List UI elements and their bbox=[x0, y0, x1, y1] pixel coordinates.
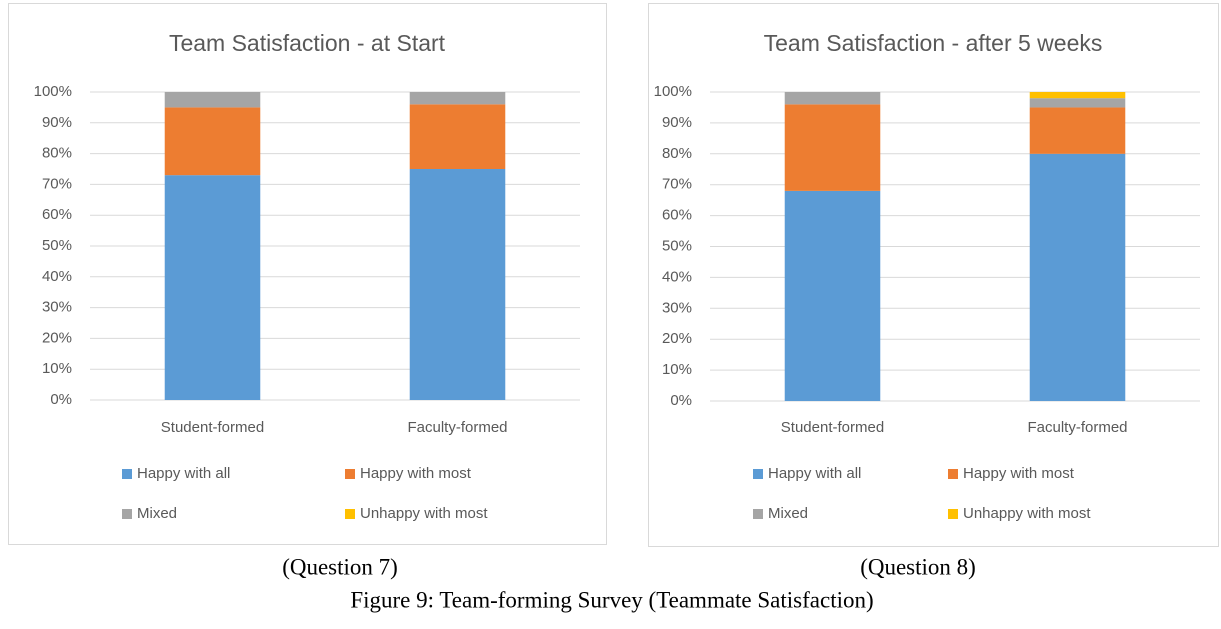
y-tick-label: 70% bbox=[662, 176, 692, 193]
bar-segment bbox=[784, 104, 881, 191]
x-tick-label: Student-formed bbox=[781, 419, 884, 436]
legend-label: Happy with most bbox=[360, 465, 472, 482]
y-tick-label: 90% bbox=[662, 114, 692, 131]
chart-frame bbox=[648, 3, 1219, 547]
legend-swatch bbox=[122, 509, 132, 519]
caption: (Question 7) bbox=[282, 554, 398, 579]
legend-label: Happy with all bbox=[137, 465, 230, 482]
y-tick-label: 60% bbox=[662, 207, 692, 224]
y-tick-label: 80% bbox=[42, 145, 72, 162]
bar-segment bbox=[164, 175, 261, 400]
bar-segment bbox=[409, 92, 506, 105]
bar-segment bbox=[784, 92, 881, 105]
legend-swatch bbox=[948, 509, 958, 519]
chart-title: Team Satisfaction - after 5 weeks bbox=[764, 30, 1103, 56]
y-tick-label: 40% bbox=[42, 268, 72, 285]
y-tick-label: 0% bbox=[670, 392, 692, 409]
legend-label: Mixed bbox=[768, 505, 808, 522]
y-tick-label: 70% bbox=[42, 175, 72, 192]
bar-segment bbox=[1029, 153, 1126, 401]
legend-swatch bbox=[345, 509, 355, 519]
legend-label: Happy with most bbox=[963, 465, 1075, 482]
y-tick-label: 40% bbox=[662, 268, 692, 285]
legend-label: Mixed bbox=[137, 505, 177, 522]
legend-label: Happy with all bbox=[768, 465, 861, 482]
bar-segment bbox=[409, 104, 506, 169]
y-tick-label: 10% bbox=[662, 361, 692, 378]
legend-swatch bbox=[753, 509, 763, 519]
x-tick-label: Faculty-formed bbox=[1027, 419, 1127, 436]
legend-swatch bbox=[753, 469, 763, 479]
bar-segment bbox=[784, 190, 881, 401]
y-tick-label: 80% bbox=[662, 145, 692, 162]
legend-swatch bbox=[122, 469, 132, 479]
legend-label: Unhappy with most bbox=[360, 505, 488, 522]
chart-frame bbox=[8, 3, 607, 545]
y-tick-label: 50% bbox=[662, 237, 692, 254]
x-tick-label: Student-formed bbox=[161, 419, 264, 436]
bar-segment bbox=[1029, 107, 1126, 154]
y-tick-label: 0% bbox=[50, 391, 72, 408]
y-tick-label: 30% bbox=[662, 299, 692, 316]
bar-segment bbox=[409, 169, 506, 400]
x-tick-label: Faculty-formed bbox=[407, 419, 507, 436]
chart-title: Team Satisfaction - at Start bbox=[169, 30, 446, 56]
y-tick-label: 90% bbox=[42, 114, 72, 131]
bar-segment bbox=[1029, 92, 1126, 99]
legend-swatch bbox=[345, 469, 355, 479]
y-tick-label: 100% bbox=[654, 83, 692, 100]
y-tick-label: 30% bbox=[42, 299, 72, 316]
y-tick-label: 100% bbox=[34, 83, 72, 100]
y-tick-label: 50% bbox=[42, 237, 72, 254]
figure-caption: Figure 9: Team-forming Survey (Teammate … bbox=[350, 587, 873, 612]
y-tick-label: 20% bbox=[42, 329, 72, 346]
caption: (Question 8) bbox=[860, 554, 976, 579]
y-tick-label: 60% bbox=[42, 206, 72, 223]
y-tick-label: 20% bbox=[662, 330, 692, 347]
legend-label: Unhappy with most bbox=[963, 505, 1091, 522]
legend-swatch bbox=[948, 469, 958, 479]
bar-segment bbox=[1029, 98, 1126, 108]
bar-segment bbox=[164, 92, 261, 108]
bar-segment bbox=[164, 107, 261, 176]
y-tick-label: 10% bbox=[42, 360, 72, 377]
